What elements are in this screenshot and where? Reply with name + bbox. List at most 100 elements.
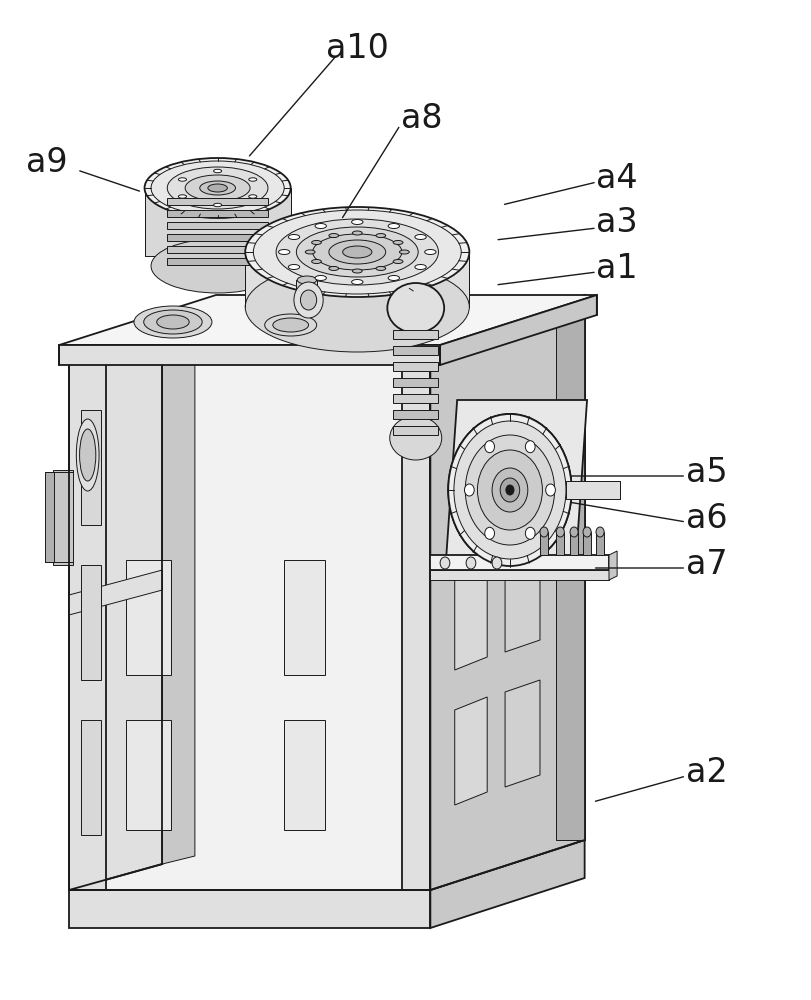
Text: a7: a7	[684, 548, 727, 580]
Polygon shape	[81, 565, 101, 680]
Polygon shape	[126, 720, 170, 830]
Ellipse shape	[582, 527, 590, 537]
Ellipse shape	[387, 283, 444, 333]
Text: a6: a6	[684, 502, 727, 534]
Polygon shape	[144, 188, 290, 256]
Ellipse shape	[491, 468, 527, 512]
Ellipse shape	[464, 484, 474, 496]
Polygon shape	[430, 570, 608, 580]
Polygon shape	[81, 720, 101, 835]
Ellipse shape	[484, 441, 494, 453]
Text: a2: a2	[684, 756, 727, 788]
Polygon shape	[296, 280, 316, 303]
Ellipse shape	[79, 429, 96, 481]
Ellipse shape	[539, 527, 547, 537]
Ellipse shape	[448, 414, 571, 566]
Polygon shape	[393, 378, 438, 387]
Ellipse shape	[464, 484, 474, 496]
Polygon shape	[608, 551, 616, 580]
Ellipse shape	[375, 234, 385, 238]
Polygon shape	[393, 410, 438, 419]
Ellipse shape	[484, 527, 494, 539]
Polygon shape	[69, 345, 430, 890]
Polygon shape	[284, 720, 324, 830]
Ellipse shape	[248, 178, 256, 181]
Text: a8: a8	[401, 102, 443, 134]
Polygon shape	[444, 400, 586, 575]
Ellipse shape	[500, 478, 519, 502]
Polygon shape	[167, 234, 268, 241]
Ellipse shape	[388, 275, 399, 280]
Ellipse shape	[151, 239, 284, 293]
Ellipse shape	[213, 203, 221, 207]
Ellipse shape	[311, 240, 321, 244]
Polygon shape	[69, 320, 162, 890]
Polygon shape	[430, 295, 584, 890]
Ellipse shape	[414, 264, 426, 269]
Polygon shape	[69, 345, 105, 890]
Polygon shape	[284, 560, 324, 675]
Ellipse shape	[157, 315, 189, 329]
Ellipse shape	[144, 158, 290, 218]
Ellipse shape	[440, 557, 449, 569]
Polygon shape	[59, 345, 440, 365]
Ellipse shape	[144, 310, 202, 334]
Ellipse shape	[288, 264, 299, 269]
Ellipse shape	[328, 266, 338, 270]
Ellipse shape	[477, 450, 542, 530]
Ellipse shape	[253, 210, 461, 294]
Ellipse shape	[525, 441, 534, 453]
Polygon shape	[45, 472, 54, 562]
Ellipse shape	[342, 246, 371, 258]
Polygon shape	[167, 258, 268, 265]
Polygon shape	[556, 532, 564, 555]
Polygon shape	[393, 362, 438, 371]
Polygon shape	[167, 222, 268, 229]
Ellipse shape	[466, 557, 475, 569]
Ellipse shape	[328, 240, 385, 264]
Polygon shape	[440, 295, 596, 365]
Polygon shape	[595, 532, 603, 555]
Polygon shape	[81, 410, 101, 525]
Polygon shape	[556, 295, 584, 840]
Ellipse shape	[300, 290, 316, 310]
Polygon shape	[582, 532, 590, 555]
Ellipse shape	[393, 240, 402, 244]
Ellipse shape	[248, 195, 256, 198]
Ellipse shape	[505, 485, 513, 495]
Polygon shape	[401, 345, 430, 890]
Ellipse shape	[491, 557, 501, 569]
Polygon shape	[126, 560, 170, 675]
Ellipse shape	[545, 484, 555, 496]
Ellipse shape	[200, 181, 235, 195]
Ellipse shape	[245, 262, 469, 352]
Ellipse shape	[453, 421, 565, 559]
Polygon shape	[167, 198, 268, 205]
Polygon shape	[69, 570, 162, 615]
Polygon shape	[59, 295, 596, 345]
Ellipse shape	[76, 419, 99, 491]
Ellipse shape	[151, 161, 284, 215]
Polygon shape	[53, 470, 73, 565]
Ellipse shape	[351, 279, 363, 284]
Polygon shape	[504, 680, 539, 787]
Ellipse shape	[351, 220, 363, 225]
Ellipse shape	[393, 260, 402, 264]
Ellipse shape	[178, 195, 187, 198]
Polygon shape	[393, 330, 438, 339]
Ellipse shape	[505, 485, 513, 495]
Ellipse shape	[288, 234, 299, 239]
Text: a1: a1	[595, 251, 637, 284]
Ellipse shape	[484, 441, 494, 453]
Ellipse shape	[352, 231, 362, 235]
Polygon shape	[69, 840, 584, 890]
Polygon shape	[167, 210, 268, 217]
Polygon shape	[454, 557, 487, 670]
Ellipse shape	[453, 421, 565, 559]
Ellipse shape	[484, 527, 494, 539]
Ellipse shape	[491, 468, 527, 512]
Ellipse shape	[245, 207, 469, 297]
Ellipse shape	[556, 527, 564, 537]
Polygon shape	[114, 848, 535, 882]
Ellipse shape	[312, 234, 401, 270]
